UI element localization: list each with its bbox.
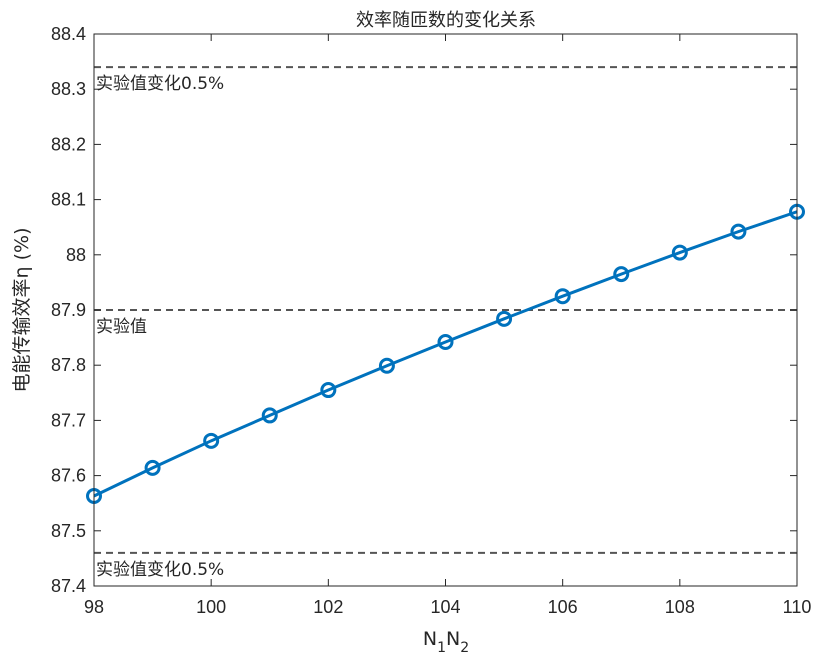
y-tick-label-2: 87.6 bbox=[51, 466, 86, 486]
y-axis: 87.4 87.5 87.6 87.7 87.8 87.9 88 88.1 88.2 88.3 88… bbox=[51, 24, 797, 596]
data-point-8 bbox=[554, 288, 571, 305]
x-tick-label-5: 108 bbox=[665, 597, 695, 617]
data-point-10 bbox=[671, 244, 688, 261]
data-point-4 bbox=[320, 382, 337, 399]
y-tick-label-4: 87.8 bbox=[51, 355, 86, 375]
data-point-2 bbox=[203, 432, 220, 449]
data-point-1 bbox=[144, 459, 161, 476]
series-line-0 bbox=[93, 210, 798, 498]
reference-label-2: 实验值变化0.5% bbox=[96, 560, 224, 580]
data-point-6 bbox=[437, 334, 454, 351]
x-tick-label-3: 104 bbox=[430, 597, 460, 617]
y-tick-label-5: 87.9 bbox=[51, 300, 86, 320]
x-tick-label-1: 100 bbox=[196, 597, 226, 617]
y-tick-label-9: 88.3 bbox=[51, 79, 86, 99]
data-point-7 bbox=[496, 310, 513, 327]
data-point-9 bbox=[613, 266, 630, 283]
y-tick-label-3: 87.7 bbox=[51, 410, 86, 430]
x-axis: 98 100 102 104 106 108 110 bbox=[84, 34, 811, 617]
x-tick-label-4: 106 bbox=[548, 597, 578, 617]
x-axis-label-main-2: N bbox=[446, 628, 460, 650]
x-axis-label-main: N bbox=[423, 628, 437, 650]
x-tick-label-0: 98 bbox=[84, 597, 104, 617]
x-axis-label-sub-2: 2 bbox=[460, 640, 469, 656]
reference-label-1: 实验值 bbox=[96, 317, 147, 337]
x-tick-label-2: 102 bbox=[313, 597, 343, 617]
y-tick-label-8: 88.2 bbox=[51, 134, 86, 154]
y-axis-label: 电能传输效率η (%) bbox=[11, 228, 33, 393]
y-tick-label-7: 88.1 bbox=[51, 190, 86, 210]
series-group bbox=[86, 203, 805, 505]
x-axis-label-sub-1: 1 bbox=[437, 640, 446, 656]
data-point-11 bbox=[730, 223, 747, 240]
reference-label-0: 实验值变化0.5% bbox=[96, 74, 224, 94]
y-tick-label-0: 87.4 bbox=[51, 576, 86, 596]
x-axis-label: N1N2 bbox=[423, 628, 469, 656]
y-tick-label-10: 88.4 bbox=[51, 24, 86, 44]
y-tick-label-6: 88 bbox=[66, 245, 86, 265]
chart-title: 效率随匝数的变化关系 bbox=[356, 10, 536, 31]
x-tick-label-6: 110 bbox=[783, 597, 812, 617]
y-tick-label-1: 87.5 bbox=[51, 521, 86, 541]
data-point-3 bbox=[261, 407, 278, 424]
data-point-5 bbox=[378, 357, 395, 374]
